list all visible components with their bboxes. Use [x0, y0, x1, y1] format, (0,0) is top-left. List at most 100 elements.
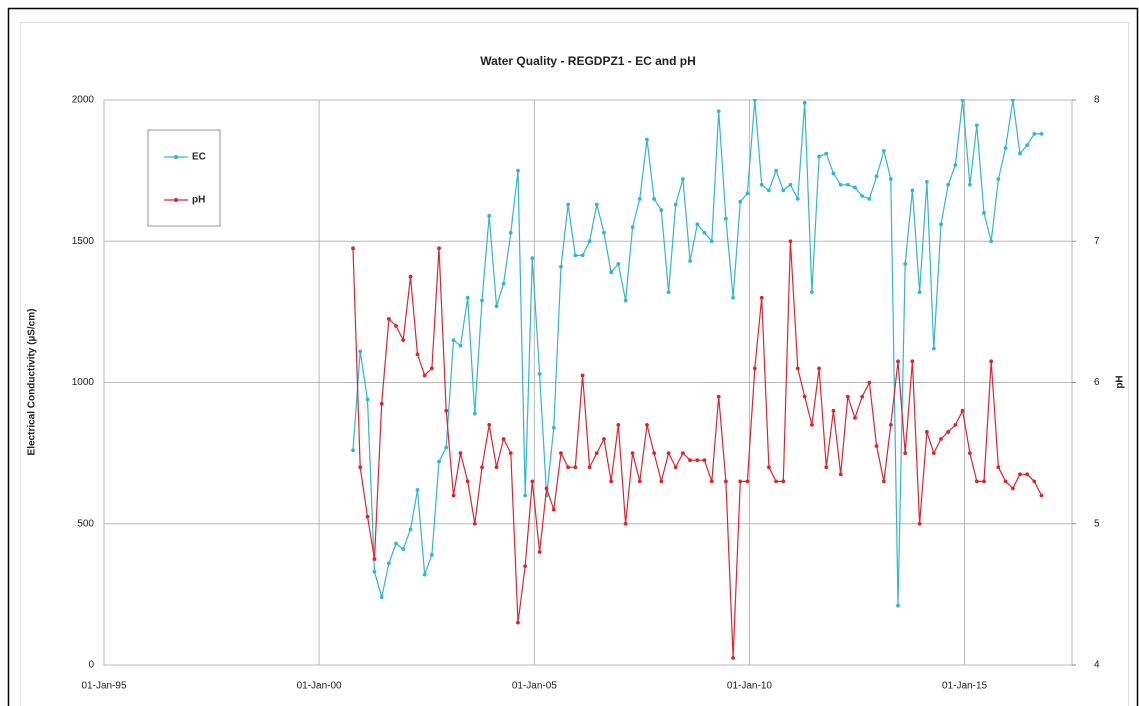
data-point	[394, 541, 398, 546]
data-point	[523, 493, 528, 498]
data-point	[860, 194, 865, 198]
data-point	[429, 552, 434, 557]
data-point	[372, 557, 377, 561]
data-point	[559, 264, 563, 269]
data-point	[903, 261, 908, 266]
data-point	[766, 188, 771, 193]
data-point	[817, 366, 821, 371]
data-point	[781, 479, 786, 484]
data-point	[680, 451, 685, 456]
data-point	[867, 196, 872, 201]
data-point	[666, 290, 671, 294]
data-point	[867, 380, 872, 385]
x-tick-label: 01-Jan-95	[81, 681, 126, 692]
data-point	[1003, 146, 1008, 150]
x-tick-label: 01-Jan-15	[942, 681, 987, 692]
data-point	[774, 168, 778, 173]
legend-marker	[174, 198, 178, 202]
data-point	[738, 199, 743, 204]
data-point	[774, 479, 778, 484]
data-point	[365, 397, 370, 402]
data-point	[587, 465, 592, 470]
y-tick-label: 1000	[72, 377, 95, 388]
data-point	[939, 437, 943, 441]
data-point	[731, 295, 735, 300]
data-point	[551, 507, 556, 512]
data-point	[896, 359, 900, 364]
data-point	[1032, 132, 1037, 136]
data-point	[824, 465, 829, 470]
data-point	[623, 298, 628, 303]
data-point	[702, 458, 707, 463]
data-point	[960, 408, 965, 413]
data-point	[537, 372, 542, 376]
data-point	[358, 465, 363, 470]
data-point	[458, 451, 463, 456]
data-point	[508, 451, 513, 456]
data-point	[422, 572, 427, 577]
data-point	[544, 486, 549, 491]
data-point	[351, 448, 355, 453]
data-point	[817, 154, 821, 159]
legend: EC pH	[147, 129, 221, 227]
data-point	[716, 109, 721, 114]
data-point	[939, 222, 943, 227]
data-point	[494, 304, 499, 309]
data-point	[881, 479, 886, 484]
data-point	[874, 174, 879, 179]
data-point	[508, 230, 513, 235]
data-point	[594, 451, 599, 456]
data-point	[652, 451, 657, 456]
data-point	[795, 366, 800, 371]
data-point	[996, 465, 1001, 470]
data-point	[795, 196, 800, 201]
data-point	[616, 422, 621, 427]
data-point	[659, 208, 664, 213]
data-point	[630, 225, 635, 230]
data-point	[351, 246, 355, 251]
data-point	[659, 479, 664, 484]
chart-title: Water Quality - REGDPZ1 - EC and pH	[480, 54, 696, 68]
data-point	[752, 99, 757, 102]
data-point	[931, 451, 936, 456]
data-point	[989, 239, 994, 244]
data-point	[931, 346, 936, 351]
data-point	[831, 171, 836, 176]
data-point	[673, 202, 678, 207]
data-point	[974, 123, 979, 128]
data-point	[408, 274, 413, 279]
data-point	[845, 394, 850, 399]
data-point	[731, 656, 735, 660]
data-point	[781, 188, 786, 193]
data-point	[609, 479, 614, 484]
data-point	[408, 527, 413, 532]
data-point	[501, 437, 506, 441]
data-point	[917, 521, 922, 526]
data-point	[953, 422, 958, 427]
data-point	[580, 373, 585, 378]
data-point	[480, 298, 484, 303]
data-point	[594, 202, 599, 207]
data-point	[853, 185, 857, 190]
data-point	[802, 394, 807, 399]
data-point	[723, 479, 728, 484]
legend-marker	[174, 155, 178, 159]
data-point	[386, 561, 391, 566]
data-point	[673, 465, 678, 470]
data-point	[465, 295, 470, 300]
data-point	[630, 451, 635, 456]
data-point	[472, 521, 477, 526]
data-point	[494, 465, 499, 470]
data-point	[917, 290, 922, 294]
data-point	[788, 182, 793, 187]
data-point	[1010, 99, 1015, 102]
data-point	[537, 550, 542, 554]
data-point	[738, 479, 743, 484]
data-point	[881, 148, 886, 153]
data-point	[379, 401, 384, 406]
data-point	[982, 211, 986, 215]
data-point	[716, 394, 721, 399]
data-point	[394, 324, 398, 328]
